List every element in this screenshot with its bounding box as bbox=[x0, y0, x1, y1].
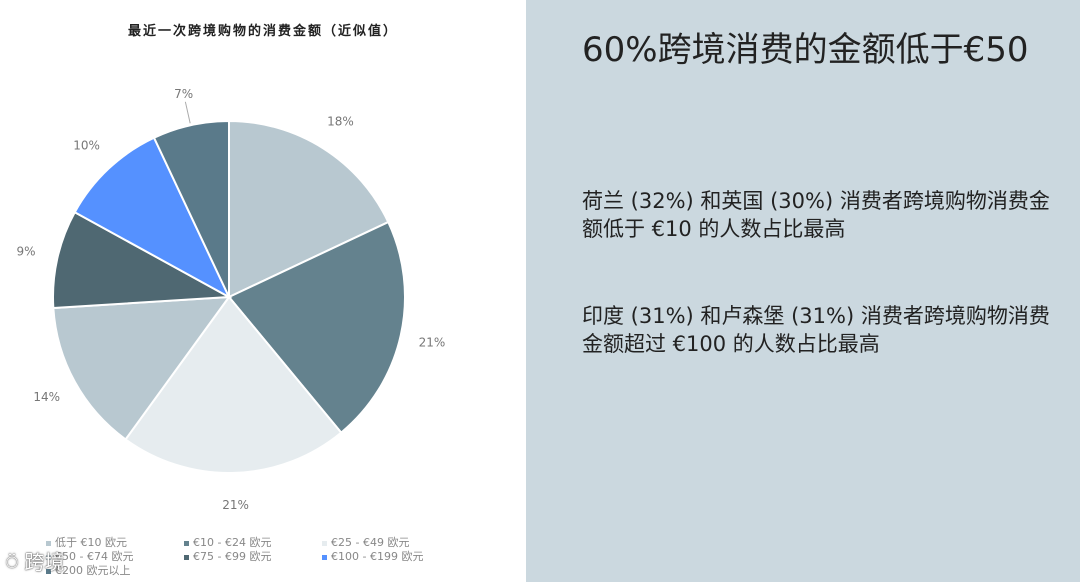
legend-item-3: €50 - €74 欧元 bbox=[46, 548, 133, 564]
finding-low-spend: 荷兰 (32%) 和英国 (30%) 消费者跨境购物消费金额低于 €10 的人数… bbox=[582, 189, 1050, 241]
pie-label-3: 14% bbox=[33, 390, 60, 404]
legend-swatch bbox=[46, 554, 51, 560]
pie-slice-3 bbox=[52, 295, 232, 441]
pie-slice-2 bbox=[124, 295, 343, 474]
legend-label: 低于 €10 欧元 bbox=[55, 536, 127, 549]
chart-panel: 最近一次跨境购物的消费金额（近似值） 18% 21% 21% 14% 9% 10% 7% 低… bbox=[0, 0, 526, 582]
legend-label: €200 欧元以上 bbox=[55, 564, 131, 577]
pie-chart: 18% 21% 21% 14% 9% 10% 7% bbox=[16, 87, 446, 512]
legend-item-0: 低于 €10 欧元 bbox=[46, 534, 127, 550]
legend-swatch bbox=[184, 540, 189, 546]
legend-swatch bbox=[46, 568, 51, 574]
pie-label-2: 21% bbox=[222, 498, 249, 512]
watermark-text: 跨境 bbox=[24, 550, 65, 574]
pie-slice-5 bbox=[73, 136, 232, 300]
legend-item-2: €25 - €49 欧元 bbox=[322, 534, 409, 550]
chart-title: 最近一次跨境购物的消费金额（近似值） bbox=[127, 24, 398, 39]
legend-label: €75 - €99 欧元 bbox=[193, 550, 272, 563]
legend-item-1: €10 - €24 欧元 bbox=[184, 534, 271, 550]
watermark-logo-icon: ⍥ bbox=[6, 550, 18, 574]
legend-item-5: €100 - €199 欧元 bbox=[322, 548, 423, 564]
legend-label: €100 - €199 欧元 bbox=[331, 550, 424, 563]
pie-leader-line bbox=[184, 101, 191, 124]
pie-label-1: 21% bbox=[419, 335, 446, 349]
legend-item-4: €75 - €99 欧元 bbox=[184, 548, 271, 564]
legend-swatch bbox=[322, 554, 327, 560]
pie-slice-0 bbox=[228, 119, 390, 299]
legend-swatch bbox=[46, 540, 51, 546]
pie-label-0: 18% bbox=[327, 114, 354, 128]
summary-panel bbox=[526, 0, 1080, 582]
legend-swatch bbox=[322, 540, 327, 546]
watermark: ⍥ 跨境 bbox=[6, 546, 64, 575]
pie-label-5: 10% bbox=[73, 138, 100, 152]
pie-slice-1 bbox=[227, 220, 406, 435]
pie-label-4: 9% bbox=[16, 245, 35, 259]
legend-label: €25 - €49 欧元 bbox=[331, 536, 410, 549]
legend-swatch bbox=[184, 554, 189, 560]
headline: 60%跨境消费的金额低于€50 bbox=[582, 30, 1029, 70]
pie-label-6: 7% bbox=[174, 87, 193, 101]
legend-label: €50 - €74 欧元 bbox=[55, 550, 134, 563]
legend-label: €10 - €24 欧元 bbox=[193, 536, 272, 549]
pie-slice-4 bbox=[52, 210, 233, 310]
legend-item-6: €200 欧元以上 bbox=[46, 562, 131, 578]
pie-slice-6 bbox=[152, 119, 230, 298]
finding-high-spend: 印度 (31%) 和卢森堡 (31%) 消费者跨境购物消费金额超过 €100 的… bbox=[582, 304, 1050, 356]
